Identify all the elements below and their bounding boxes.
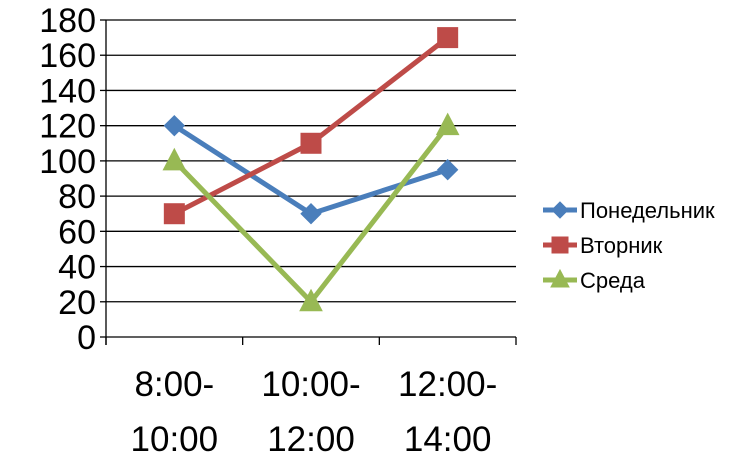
x-tick-label-line: 12:00- <box>398 365 497 404</box>
legend-item: Среда <box>543 268 646 293</box>
data-point <box>299 288 323 312</box>
legend-item: Понедельник <box>543 198 715 223</box>
legend-marker <box>550 268 570 288</box>
data-point <box>163 203 185 225</box>
y-tick-label: 180 <box>39 2 96 40</box>
x-tick-label: 12:00- 14:00 <box>398 365 497 459</box>
x-axis-tick-labels: 8:00- 10:00 10:00- 12:00 12:00- 14:00 <box>131 365 498 459</box>
x-tick-label-line: 10:00- <box>261 365 360 404</box>
y-tick-label: 40 <box>58 249 96 287</box>
data-point <box>435 112 460 136</box>
x-tick-label: 8:00- 10:00 <box>131 365 219 459</box>
x-tick-label-line: 8:00- <box>134 365 214 404</box>
data-point <box>300 132 322 154</box>
data-point <box>163 114 186 137</box>
axes <box>100 19 517 345</box>
data-point <box>436 158 459 181</box>
y-tick-label: 100 <box>39 143 96 181</box>
x-tick-label-line: 12:00 <box>267 420 355 459</box>
y-tick-label: 80 <box>58 178 96 216</box>
legend: Понедельник Вторник Среда <box>543 198 715 293</box>
x-tick-label-line: 14:00 <box>404 420 492 459</box>
y-tick-label: 140 <box>39 72 96 110</box>
x-tick-label-line: 10:00 <box>131 420 219 459</box>
series-lines <box>162 27 460 312</box>
data-point <box>437 27 459 49</box>
legend-label: Вторник <box>580 233 663 258</box>
y-tick-label: 120 <box>39 108 96 146</box>
legend-item: Вторник <box>543 233 663 258</box>
legend-label: Среда <box>580 268 646 293</box>
legend-label: Понедельник <box>580 198 715 223</box>
series-3 <box>162 112 460 312</box>
legend-marker <box>551 236 569 254</box>
y-tick-label: 20 <box>58 284 96 322</box>
data-point <box>300 203 322 225</box>
y-tick-label: 0 <box>77 319 96 357</box>
y-tick-label: 160 <box>39 37 96 75</box>
legend-marker <box>551 201 569 219</box>
x-tick-label: 10:00- 12:00 <box>261 365 360 459</box>
data-point <box>162 147 187 171</box>
y-tick-label: 60 <box>58 213 96 251</box>
series-2 <box>163 27 459 225</box>
